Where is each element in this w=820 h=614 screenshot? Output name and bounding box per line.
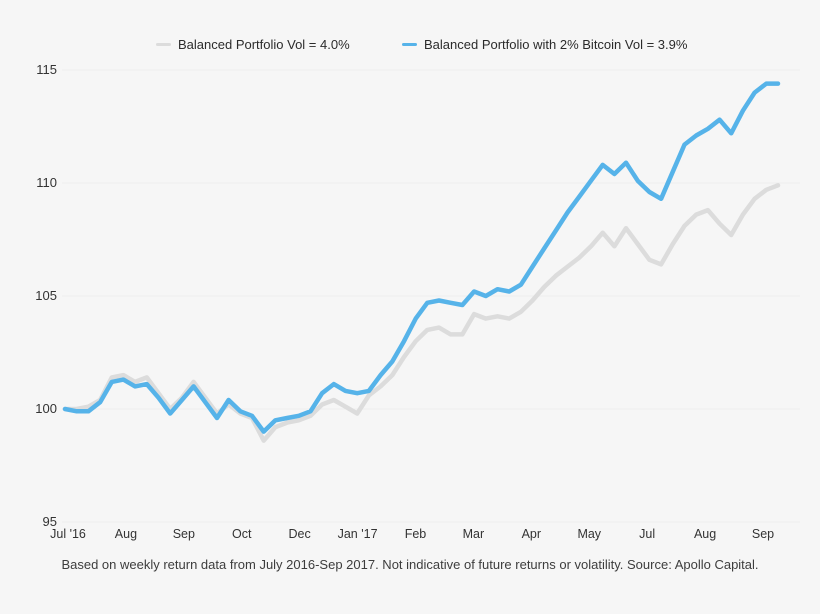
x-tick-label: Jan '17 [337,527,378,541]
x-tick-label: Mar [462,527,485,541]
legend-label-balanced-portfolio: Balanced Portfolio Vol = 4.0% [178,37,350,52]
y-tick-label: 110 [36,175,57,190]
x-tick-label: Aug [693,527,717,541]
x-tick-label: Jul [639,527,656,541]
y-tick-label: 115 [36,62,57,77]
legend-swatch-blue-line [402,43,417,46]
y-tick-label: 105 [35,288,57,303]
x-tick-label: Apr [521,527,542,541]
x-tick-label: Sep [172,527,195,541]
chart-caption: Based on weekly return data from July 20… [61,557,759,572]
legend-item-bitcoin-portfolio: Balanced Portfolio with 2% Bitcoin Vol =… [402,37,687,52]
x-tick-label: Oct [232,527,252,541]
series-line-bitcoin-portfolio [62,81,781,434]
legend-label-bitcoin-portfolio: Balanced Portfolio with 2% Bitcoin Vol =… [424,37,688,52]
x-tick-label: Dec [288,527,311,541]
x-tick-label: May [577,527,602,541]
x-tick-label: Sep [751,527,775,541]
y-tick-label: 100 [35,401,57,416]
x-tick-label: Jul '16 [50,527,86,541]
legend-item-balanced-portfolio: Balanced Portfolio Vol = 4.0% [156,37,350,52]
x-tick-label: Aug [114,527,138,541]
y-tick-label: 95 [42,514,57,529]
legend-swatch-gray-line [156,43,171,46]
x-tick-label: Feb [404,527,427,541]
